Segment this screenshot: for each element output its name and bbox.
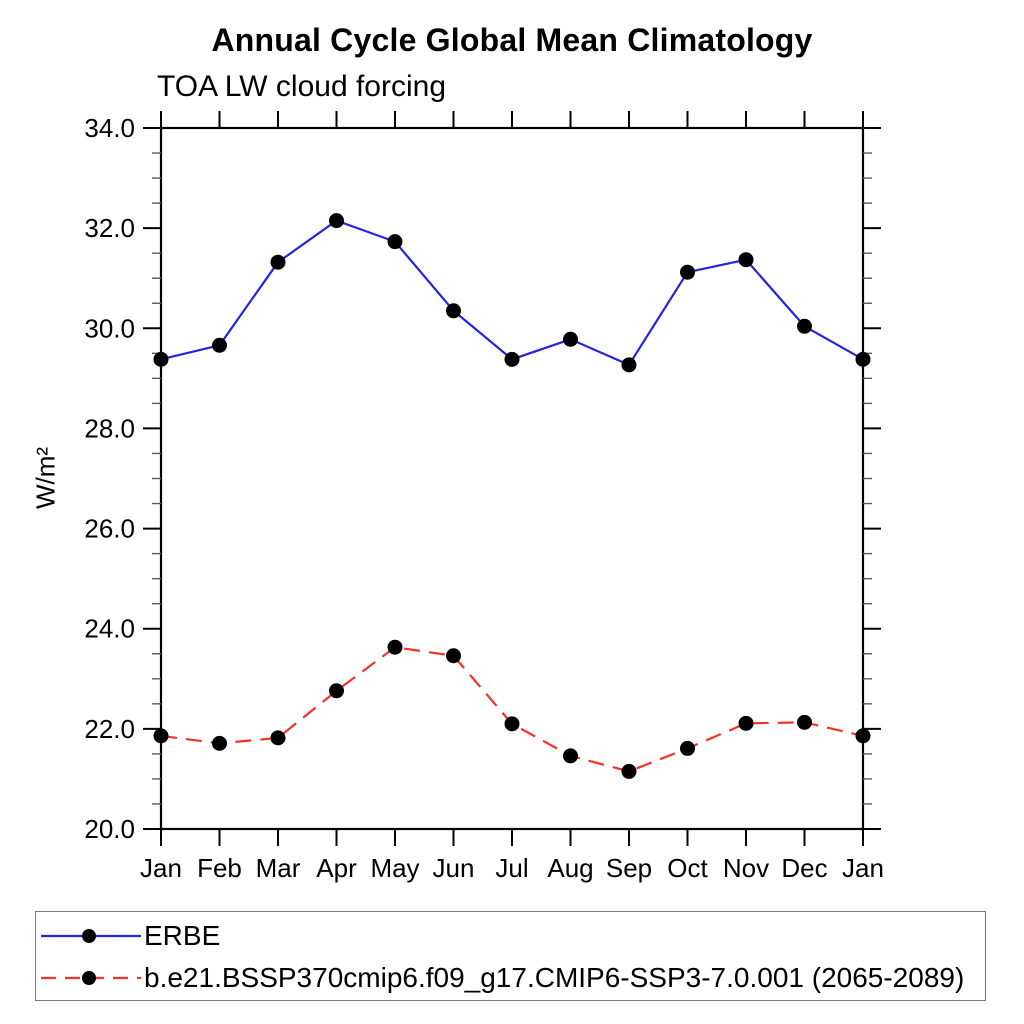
data-point [680, 264, 695, 280]
series-erbe [153, 213, 871, 373]
data-point [153, 351, 169, 367]
x-axis-ticks: Jan Feb Mar Apr May Jun Jul Aug Sep Oct Nov Dec Jan [140, 111, 884, 883]
data-point [329, 683, 344, 699]
data-point [563, 331, 578, 347]
data-point [621, 357, 637, 373]
y-tick-label: 26.0 [84, 514, 135, 544]
data-point [855, 728, 871, 744]
x-tick-label: Aug [547, 853, 593, 883]
legend-sample-dashed-line [41, 971, 141, 985]
legend-sample-solid-line [41, 929, 141, 943]
chart-subtitle: TOA LW cloud forcing [157, 70, 447, 103]
data-point [738, 252, 754, 268]
data-point [446, 303, 461, 319]
y-tick-label: 32.0 [84, 213, 135, 243]
data-point [621, 763, 637, 779]
x-tick-label: Jul [495, 853, 528, 883]
x-tick-label: Jan [842, 853, 884, 883]
data-point [504, 351, 520, 367]
legend: ERBE b.e21.BSSP370cmip6.f09_g17.CMIP6-SS… [35, 911, 986, 1001]
y-tick-label: 28.0 [84, 413, 135, 443]
data-point [855, 351, 871, 367]
data-point [329, 213, 344, 229]
series-line [160, 219, 864, 367]
chart-title: Annual Cycle Global Mean Climatology [211, 22, 813, 58]
legend-marker-dot [82, 971, 96, 985]
data-point [563, 748, 578, 764]
series-model [153, 639, 871, 779]
y-tick-label: 34.0 [84, 113, 135, 143]
legend-label-model: b.e21.BSSP370cmip6.f09_g17.CMIP6-SSP3-7.… [144, 962, 965, 993]
data-point [387, 639, 403, 655]
data-point [212, 337, 227, 353]
x-tick-label: Jan [140, 853, 182, 883]
data-point [680, 740, 695, 756]
x-tick-label: Feb [197, 853, 242, 883]
x-tick-label: Mar [256, 853, 301, 883]
legend-item-model: b.e21.BSSP370cmip6.f09_g17.CMIP6-SSP3-7.… [36, 961, 964, 995]
data-point [797, 714, 812, 730]
data-point [270, 254, 286, 270]
y-tick-label: 30.0 [84, 313, 135, 343]
y-tick-label: 22.0 [84, 714, 135, 744]
legend-item-erbe: ERBE [36, 919, 220, 953]
x-tick-label: Oct [667, 853, 708, 883]
data-point [797, 318, 812, 334]
data-point [153, 728, 169, 744]
legend-label-erbe: ERBE [144, 920, 221, 951]
y-axis-ticks: 20.0 22.0 24.0 26.0 28.0 30.0 32.0 34.0 [84, 113, 881, 844]
data-point [212, 735, 227, 751]
data-point [504, 716, 520, 732]
x-tick-label: Apr [316, 853, 357, 883]
y-tick-label: 24.0 [84, 614, 135, 644]
data-point [387, 234, 403, 250]
x-tick-label: Dec [781, 853, 827, 883]
x-tick-label: Sep [606, 853, 652, 883]
data-point [270, 730, 286, 746]
legend-marker-dot [82, 929, 96, 943]
y-tick-label: 20.0 [84, 814, 135, 844]
data-point [446, 648, 461, 664]
data-point [738, 715, 754, 731]
x-tick-label: Jun [433, 853, 475, 883]
series-line [160, 646, 864, 773]
x-tick-label: Nov [723, 853, 769, 883]
x-tick-label: May [370, 853, 419, 883]
